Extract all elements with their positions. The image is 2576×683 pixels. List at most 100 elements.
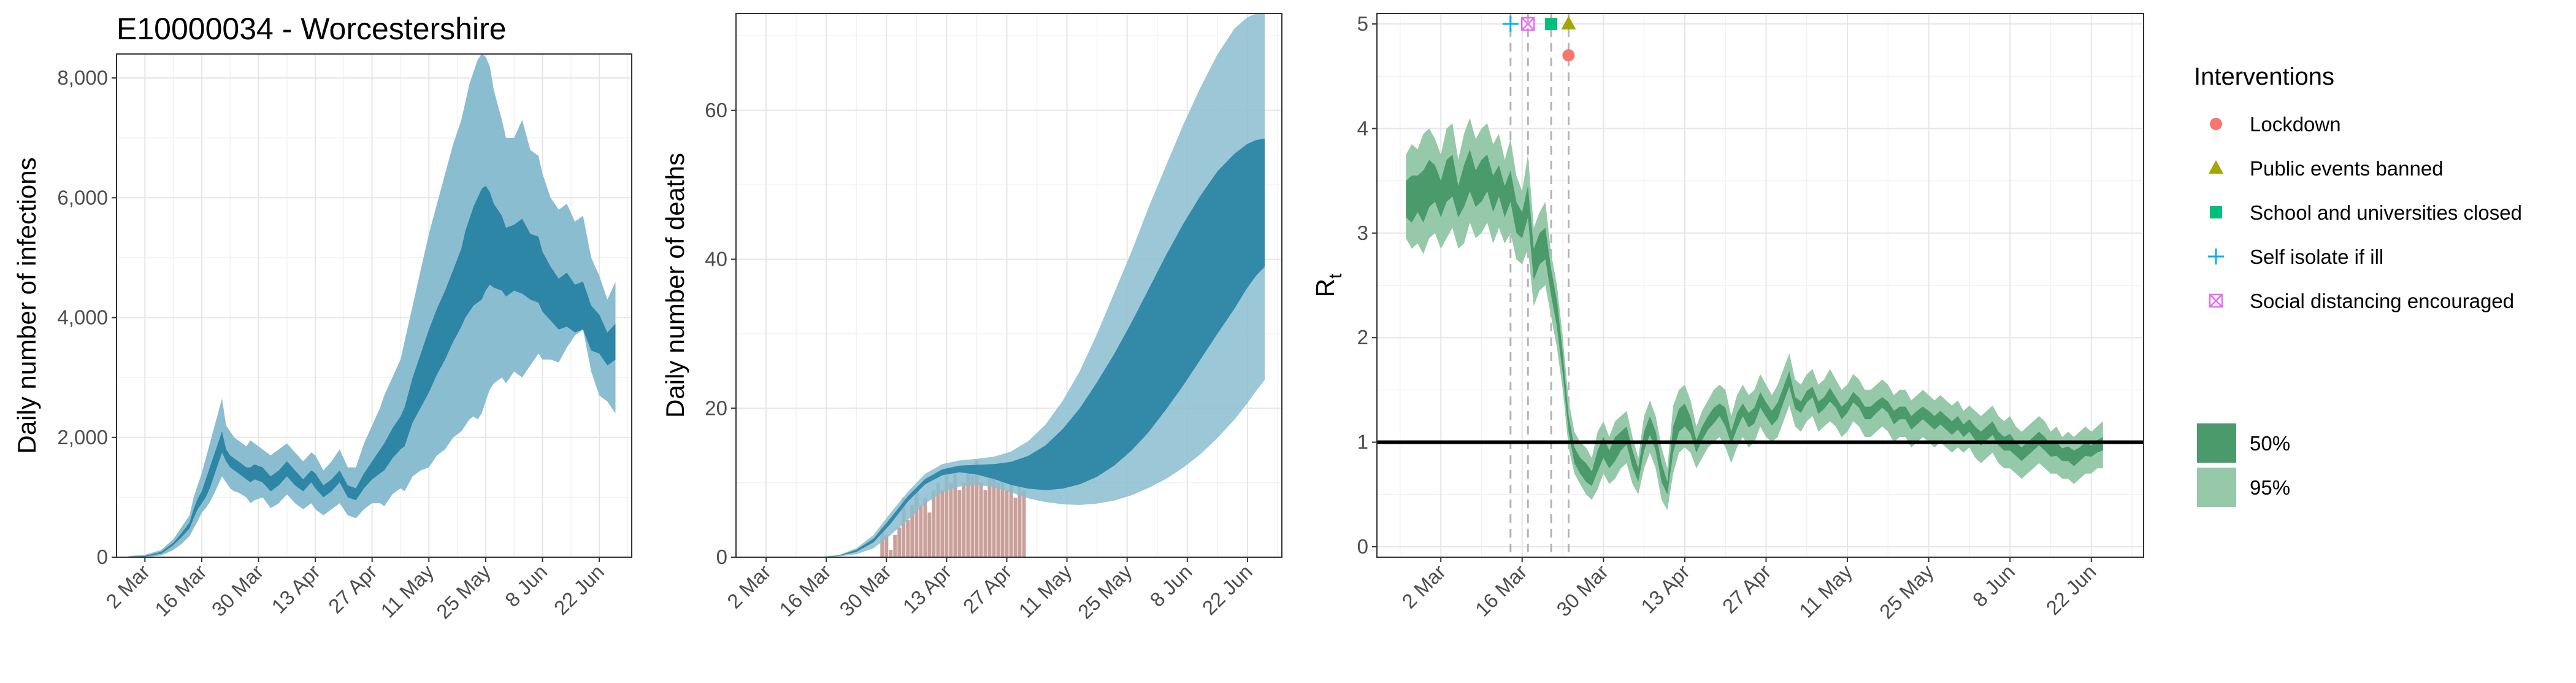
observed-death-bar (906, 520, 910, 557)
observed-death-bar (957, 490, 962, 557)
y-tick-label: 0 (716, 546, 727, 568)
observed-death-bar (962, 482, 966, 557)
x-tick-label: 27 Apr (1718, 560, 1776, 618)
intervention-marker (1545, 18, 1558, 31)
infections-bands (128, 54, 616, 557)
y-tick-label: 60 (705, 99, 727, 122)
legend-band-swatch (2197, 423, 2236, 463)
observed-death-bar (983, 490, 987, 557)
legend-band-label: 50% (2250, 432, 2290, 455)
legend-item: Lockdown (2210, 113, 2341, 136)
observed-death-bar (992, 468, 996, 557)
x-tick-label: 22 Jun (2041, 560, 2100, 619)
observed-death-bar (893, 534, 897, 557)
x-tick-label: 27 Apr (324, 560, 381, 618)
y-tick-label: 2 (1357, 326, 1368, 349)
x-tick-label: 11 May (376, 560, 438, 622)
y-tick-label: 8,000 (57, 66, 108, 89)
x-tick-label: 13 Apr (1636, 560, 1694, 618)
rt-y-axis-title-sub: t (1325, 273, 1346, 279)
rt-50-band (1406, 149, 2103, 495)
deaths-panel-border (735, 13, 1282, 558)
y-tick-label: 40 (705, 248, 727, 271)
y-tick-label: 1 (1357, 431, 1368, 453)
observed-death-bar (945, 475, 949, 557)
x-tick-label: 27 Apr (959, 560, 1016, 618)
observed-death-bar (987, 475, 992, 557)
legend-square-icon (2210, 206, 2222, 218)
intervention-marker (1561, 16, 1576, 30)
x-tick-label: 2 Mar (1397, 560, 1450, 613)
x-tick-label: 8 Jun (1968, 560, 2019, 611)
observed-death-bar (949, 482, 953, 557)
legend-bands: 50% 95% (2197, 423, 2290, 507)
infections-50-band (128, 185, 616, 557)
legend-item: Self isolate if ill (2208, 245, 2383, 268)
rt-gridlines (1377, 14, 2144, 557)
observed-death-bar (902, 497, 906, 557)
y-tick-label: 3 (1357, 222, 1368, 244)
intervention-marker (1520, 17, 1535, 31)
x-tick-label: 13 Apr (899, 560, 956, 618)
y-tick-label: 5 (1357, 12, 1368, 35)
intervention-marker (1502, 16, 1519, 33)
observed-death-bar (910, 505, 914, 557)
legend: Interventions Lockdown Public events bann… (2194, 63, 2522, 507)
deaths-bands (796, 14, 1265, 557)
x-tick-label: 8 Jun (500, 560, 551, 611)
legend-interventions: Lockdown Public events banned School and u… (2208, 113, 2522, 312)
x-tick-label: 11 May (1795, 560, 1857, 622)
y-tick-label: 0 (1357, 535, 1368, 558)
y-tick-label: 4 (1357, 117, 1368, 139)
deaths-y-axis-title: Daily number of deaths (661, 153, 689, 418)
observed-death-bar (932, 490, 936, 557)
legend-item-label: Lockdown (2250, 113, 2341, 136)
observed-death-bar (897, 527, 902, 557)
x-tick-label: 22 Jun (1198, 560, 1257, 619)
observed-death-bar (966, 468, 970, 557)
x-tick-label: 30 Mar (207, 560, 268, 621)
legend-item: Social distancing encouraged (2209, 290, 2514, 312)
infections-panel-border (116, 53, 632, 558)
x-tick-label: 30 Mar (1552, 560, 1612, 621)
y-tick-label: 20 (705, 396, 727, 419)
x-tick-label: 16 Mar (775, 560, 835, 621)
x-tick-label: 2 Mar (723, 560, 775, 613)
x-tick-label: 16 Mar (150, 560, 211, 621)
observed-death-bar (1009, 482, 1013, 557)
observed-death-bars (880, 460, 1026, 557)
legend-plus-icon (2208, 249, 2224, 264)
legend-boxx-icon (2209, 293, 2223, 308)
infections-95-band (128, 54, 616, 557)
x-tick-label: 8 Jun (1146, 560, 1197, 611)
intervention-marker (1562, 49, 1575, 62)
observed-death-bar (975, 460, 979, 557)
rt-bands (1406, 118, 2103, 511)
legend-item: School and universities closed (2210, 201, 2522, 224)
legend-band-item: 95% (2197, 468, 2290, 507)
observed-death-bar (996, 482, 1000, 557)
observed-death-bar (927, 512, 932, 557)
y-tick-label: 0 (97, 546, 108, 568)
legend-item: Public events banned (2209, 157, 2444, 180)
observed-death-bar (953, 468, 957, 557)
x-tick-label: 2 Mar (101, 560, 154, 613)
rt-panel-border (1376, 13, 2144, 558)
observed-death-bar (889, 549, 893, 557)
x-tick-label: 30 Mar (835, 560, 895, 621)
x-tick-label: 11 May (1014, 560, 1076, 622)
legend-circle-icon (2210, 118, 2222, 130)
observed-death-bar (919, 505, 923, 557)
panel-title: E10000034 - Worcestershire (117, 12, 507, 46)
observed-death-bar (1022, 490, 1026, 557)
legend-band-swatch (2197, 468, 2236, 507)
rt-y-axis-title: Rt (1311, 273, 1346, 297)
observed-death-bar (914, 490, 919, 557)
legend-triangle-icon (2209, 160, 2223, 174)
x-tick-label: 22 Jun (550, 560, 608, 619)
observed-death-bar (1013, 497, 1018, 557)
legend-item-label: Social distancing encouraged (2250, 290, 2514, 312)
legend-item-label: School and universities closed (2250, 201, 2522, 224)
